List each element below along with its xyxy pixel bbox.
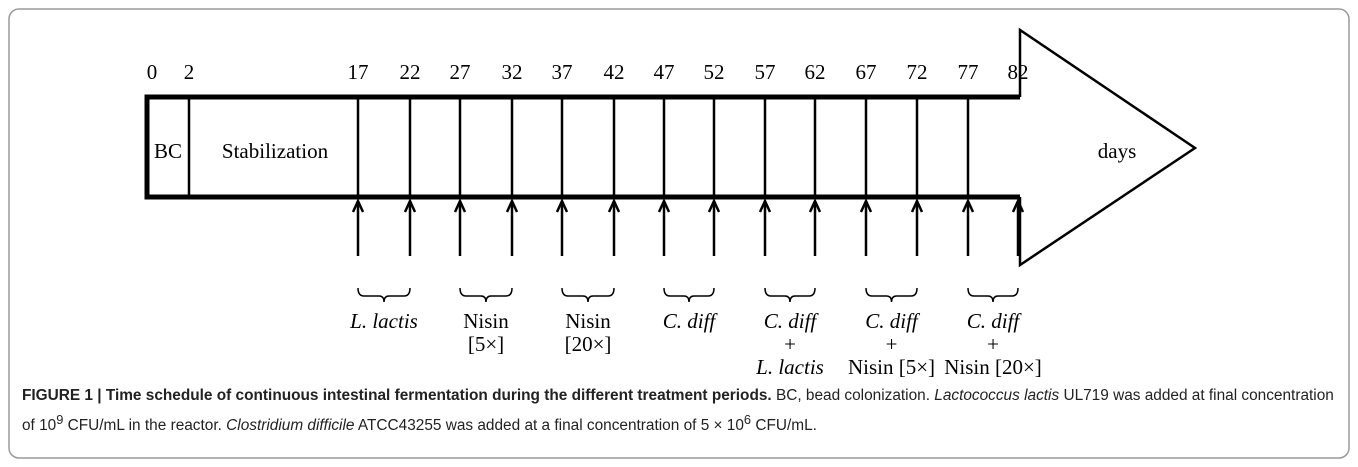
arrow-tip [657,197,671,213]
treatment-label: Nisin [5×] [848,355,935,379]
arrow-tip [351,197,365,213]
treatment-label: + [987,332,999,356]
day-label: 42 [604,60,625,84]
arrow-tip [607,197,621,213]
caption: FIGURE 1 | Time schedule of continuous i… [22,384,1338,438]
brace [764,287,816,303]
caption-text: ATCC43255 was added at a final concentra… [354,417,744,435]
caption-text: CFU/mL in the reactor. [63,417,227,435]
treatment-label: C. diff [967,309,1023,333]
section-label: Stabilization [222,139,329,163]
treatment-label: Nisin [463,309,509,333]
arrow-tip [505,197,519,213]
day-label: 17 [348,60,369,84]
day-label: 47 [654,60,675,84]
day-label: 52 [704,60,725,84]
brace [357,287,411,303]
day-label: 67 [856,60,877,84]
treatment-label: L. lactis [349,309,418,333]
arrow-head [1018,27,1198,268]
arrow-tip [555,197,569,213]
caption-text: BC, bead colonization. [771,387,935,404]
treatment-label: + [886,332,898,356]
caption-text: 6 [743,412,752,427]
day-label: 0 [147,60,158,84]
day-label: 57 [755,60,776,84]
brace [663,287,715,303]
arrow-tip [1011,197,1025,213]
day-label: 72 [907,60,928,84]
day-label: 82 [1008,60,1029,84]
arrow-tip [453,197,467,213]
treatment-label: C. diff [764,309,820,333]
day-label: 62 [805,60,826,84]
caption-text: CFU/mL. [751,417,817,435]
arrow-tip [758,197,772,213]
arrow-tip [859,197,873,213]
arrow-tip [403,197,417,213]
arrow-tip [961,197,975,213]
caption-text: Clostridium difficile [226,417,355,435]
day-label: 22 [400,60,421,84]
treatment-label: [20×] [565,332,612,356]
treatment-label: + [784,332,796,356]
caption-text: UL719 was added at final concentration o… [22,387,1334,435]
arrow-tip [910,197,924,213]
treatment-label: L. lactis [755,355,824,379]
arrow-tip [707,197,721,213]
caption-label: FIGURE 1 | Time schedule of continuous i… [22,387,772,404]
day-label: 77 [958,60,979,84]
day-label: 37 [552,60,573,84]
treatment-label: C. diff [865,309,921,333]
day-label: 27 [450,60,471,84]
day-label: 32 [502,60,523,84]
treatment-label: C. diff [663,309,719,333]
brace [967,287,1019,303]
frame [8,8,1350,459]
caption-text: Lactococcus lactis [934,387,1060,404]
treatment-label: [5×] [468,332,504,356]
treatment-label: Nisin [565,309,611,333]
brace [865,287,918,303]
section-label: BC [154,139,182,163]
brace [561,287,615,303]
treatment-label: Nisin [20×] [944,355,1042,379]
brace [459,287,513,303]
day-label: 2 [184,60,195,84]
axis-label: days [1098,139,1137,163]
arrow-body [144,94,1020,200]
caption-text: 9 [56,412,64,427]
arrow-tip [808,197,822,213]
